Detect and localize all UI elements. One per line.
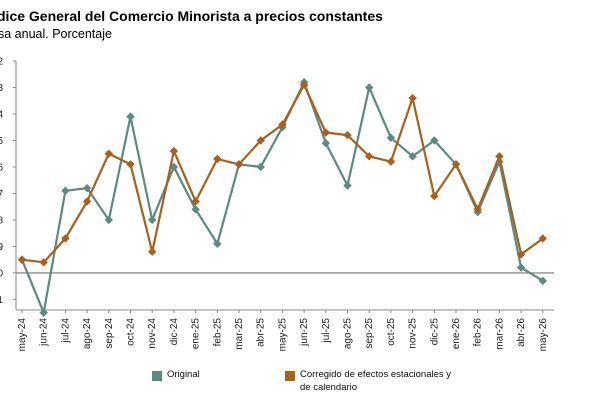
- data-point: [495, 152, 504, 161]
- series-corregido: [17, 80, 547, 267]
- data-point: [321, 128, 330, 137]
- data-point: [365, 152, 374, 161]
- x-tick-label: mar-25: [234, 318, 245, 350]
- x-tick-label: sep-24: [104, 318, 115, 349]
- data-point: [39, 258, 48, 267]
- legend-label: Corregido de efectos estacionales y de c…: [300, 369, 452, 393]
- x-tick-label: abr-26: [516, 318, 527, 347]
- series-line: [20, 81, 544, 314]
- data-point: [430, 136, 439, 145]
- x-tick-label: sep-25: [364, 318, 375, 349]
- legend-swatch: [285, 371, 295, 381]
- y-tick-label: 0: [0, 268, 3, 279]
- x-tick-label: oct-25: [386, 318, 397, 346]
- y-tick-label: -1: [0, 295, 3, 306]
- data-point: [82, 197, 92, 206]
- x-tick-label: ago-25: [343, 318, 354, 350]
- data-point: [430, 191, 439, 201]
- x-tick-label: jun-24: [39, 318, 50, 347]
- y-tick-label: 6: [0, 162, 3, 173]
- tick-layer: 2 3 4 5 6 7 8 9 0 -1 may-24 jun-24 jul-24 ago-24 sep-2…: [0, 57, 549, 352]
- y-tick-label: 3: [0, 83, 3, 94]
- data-point: [299, 80, 309, 90]
- data-point: [365, 83, 374, 92]
- series-line: [21, 83, 544, 264]
- data-point: [386, 157, 396, 166]
- x-tick-label: dic-24: [169, 318, 180, 346]
- data-point: [61, 234, 70, 243]
- chart-subtitle: sa anual. Porcentaje: [0, 27, 112, 41]
- x-tick-label: jul-24: [60, 318, 71, 344]
- data-point: [538, 234, 547, 243]
- legend-swatch: [152, 371, 162, 381]
- x-tick-label: feb-26: [473, 318, 484, 347]
- y-tick-label: 2: [0, 57, 3, 68]
- data-point: [278, 120, 287, 129]
- data-point: [39, 308, 48, 317]
- data-point: [104, 215, 113, 225]
- x-tick-label: jul-25: [321, 318, 332, 344]
- data-point: [516, 250, 526, 259]
- data-point: [386, 133, 396, 143]
- data-point: [408, 93, 417, 103]
- data-point: [408, 152, 417, 161]
- data-point: [451, 160, 461, 169]
- data-point: [191, 197, 200, 206]
- data-point: [126, 160, 135, 169]
- data-point: [169, 146, 179, 156]
- y-tick-label: 8: [0, 215, 3, 226]
- x-tick-label: ene-26: [451, 318, 462, 350]
- axis-layer: [13, 60, 554, 313]
- data-point: [538, 276, 547, 286]
- data-point: [343, 181, 352, 190]
- x-tick-label: nov-25: [408, 318, 419, 349]
- data-point: [148, 247, 157, 256]
- data-point: [256, 136, 265, 145]
- x-tick-label: may-24: [17, 318, 28, 352]
- data-point: [473, 205, 482, 214]
- series-original: [17, 77, 547, 317]
- data-point: [61, 186, 70, 195]
- y-tick-label: 5: [0, 136, 3, 147]
- x-tick-label: jun-25: [299, 318, 310, 347]
- x-tick-label: ago-24: [82, 318, 93, 350]
- series-layer: [17, 77, 547, 317]
- x-tick-label: mar-26: [494, 318, 505, 350]
- data-point: [321, 138, 330, 148]
- legend-label: Original: [167, 369, 200, 380]
- x-tick-label: oct-24: [126, 318, 137, 346]
- y-tick-label: 9: [0, 242, 3, 253]
- y-tick-label: 7: [0, 189, 3, 200]
- x-tick-label: dic-25: [429, 318, 440, 346]
- chart-title: dice General del Comercio Minorista a pr…: [0, 8, 383, 24]
- data-point: [213, 154, 222, 164]
- x-tick-label: may-25: [277, 318, 288, 352]
- legend-item: Corregido de efectos estacionales y de c…: [285, 368, 460, 394]
- x-tick-label: feb-25: [212, 318, 223, 347]
- x-tick-label: ene-25: [191, 318, 202, 350]
- data-point: [343, 130, 352, 140]
- data-point: [148, 215, 157, 225]
- x-tick-label: nov-24: [147, 318, 158, 349]
- data-point: [256, 162, 265, 172]
- data-point: [191, 205, 200, 214]
- data-point: [213, 239, 222, 248]
- data-point: [82, 183, 92, 193]
- data-point: [234, 160, 244, 169]
- y-tick-label: 4: [0, 109, 3, 120]
- data-point: [17, 255, 27, 264]
- x-tick-label: may-26: [538, 318, 549, 352]
- legend-item: Original: [152, 368, 200, 381]
- data-point: [104, 149, 113, 158]
- data-point: [126, 112, 135, 121]
- data-point: [516, 263, 526, 272]
- legend: Original Corregido de efectos estacionale…: [0, 368, 600, 398]
- x-tick-label: abr-25: [256, 318, 267, 347]
